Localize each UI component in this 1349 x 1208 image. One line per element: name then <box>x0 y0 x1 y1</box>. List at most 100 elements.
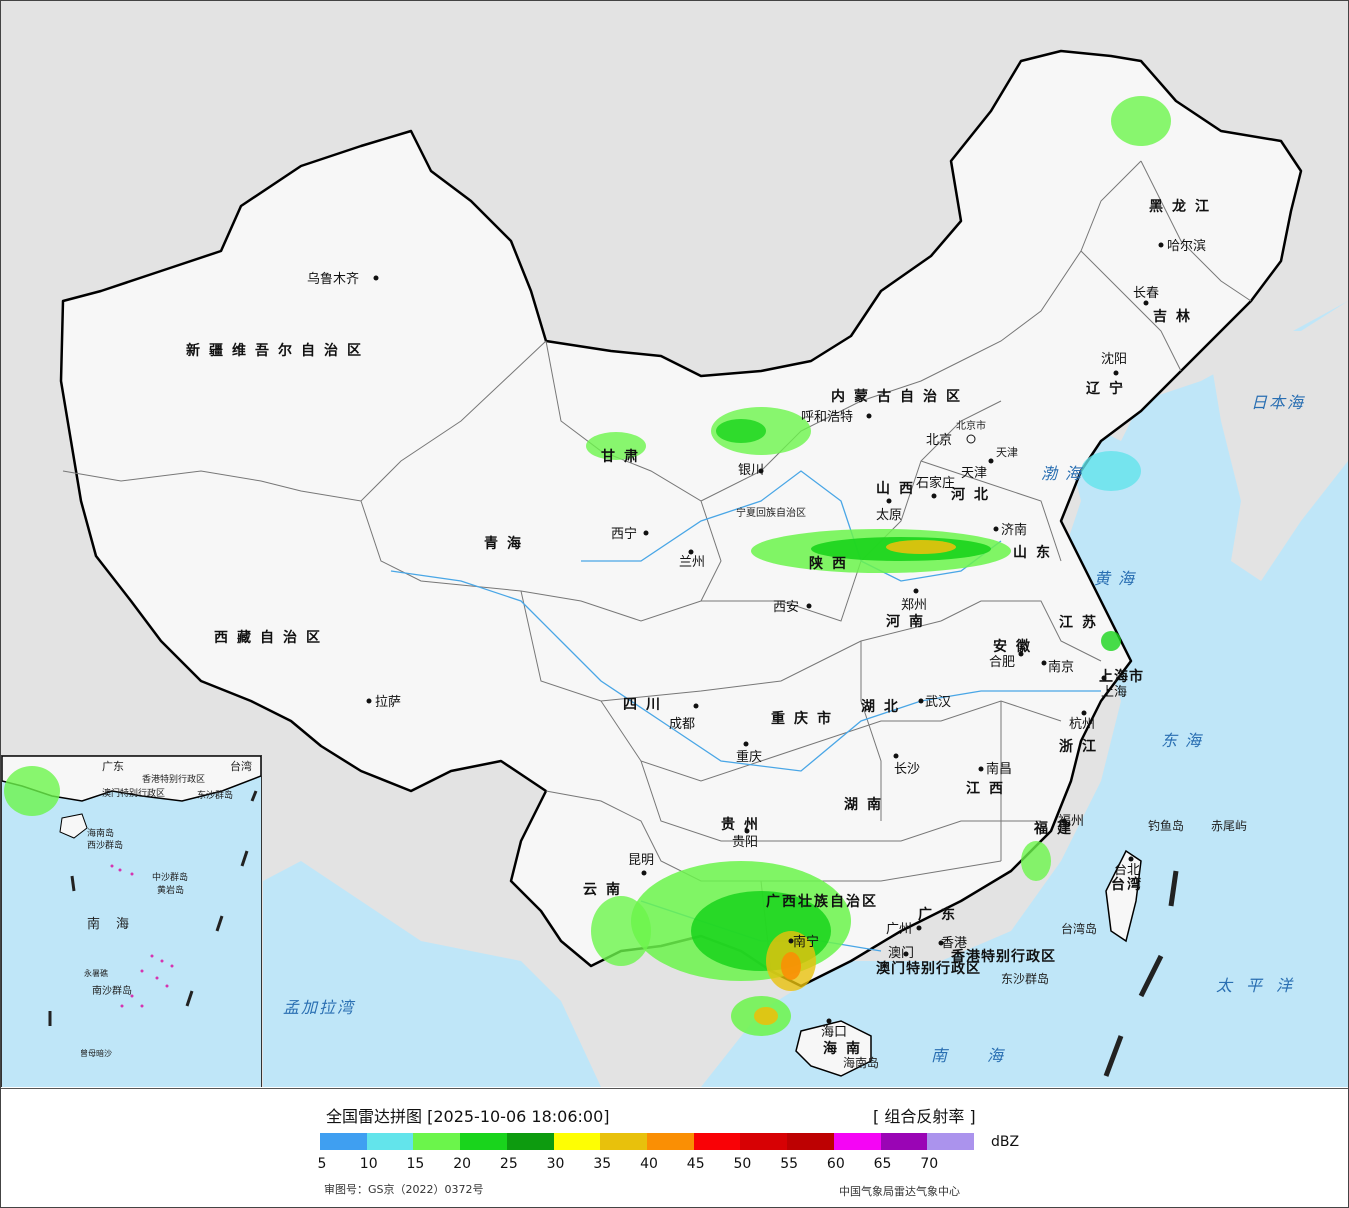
sea-bengal: 孟加拉湾 <box>283 998 356 1017</box>
label-gansu: 甘肃 <box>601 448 647 465</box>
city-kunming: 昆明 <box>628 853 654 868</box>
south-china-sea-inset: 广东 台湾 香港特别行政区 澳门特别行政区 东沙群岛 海南岛 西沙群岛 中沙群岛… <box>1 755 262 1087</box>
inset-label-xisha: 西沙群岛 <box>87 839 123 851</box>
city-nanning: 南宁 <box>793 934 819 950</box>
inset-boundary-dashes <box>48 790 258 1026</box>
label-neimenggu: 内蒙古自治区 <box>831 388 969 405</box>
label-yunnan: 云南 <box>583 881 629 898</box>
label-liaoning: 辽宁 <box>1086 380 1132 397</box>
legend-swatch <box>833 1133 881 1150</box>
legend-swatch <box>506 1133 554 1150</box>
legend-tick-label: 5 <box>317 1156 327 1172</box>
city-urumqi: 乌鲁木齐 <box>307 271 359 287</box>
radar-echoes <box>586 96 1171 1036</box>
legend-swatch <box>413 1133 461 1150</box>
city-lanzhou: 兰州 <box>679 555 705 570</box>
label-guizhou: 贵州 <box>721 816 767 833</box>
city-harbin: 哈尔滨 <box>1167 238 1206 254</box>
legend-swatch <box>740 1133 788 1150</box>
city-wuhan: 武汉 <box>925 695 951 710</box>
legend-tick-label: 25 <box>499 1156 518 1172</box>
bay-of-bengal <box>263 861 601 1087</box>
city-hangzhou: 杭州 <box>1069 717 1095 732</box>
label-sichuan: 四川 <box>623 697 669 713</box>
inset-label-taiwan: 台湾 <box>230 759 252 773</box>
label-xizang: 西藏自治区 <box>214 629 329 646</box>
legend-panel: 全国雷达拼图 [2025-10-06 18:06:00] [ 组合反射率 ] d… <box>1 1088 1348 1207</box>
sea-region <box>701 301 1348 1087</box>
legend-swatch <box>693 1133 741 1150</box>
legend-swatch <box>460 1133 507 1150</box>
legend-tick-label: 15 <box>406 1156 425 1172</box>
label-taiwan: 台湾 <box>1111 876 1143 893</box>
legend-tick-label: 30 <box>546 1156 565 1172</box>
legend-swatch <box>927 1133 975 1150</box>
legend-swatch <box>553 1133 601 1150</box>
label-shandong: 山东 <box>1013 544 1059 561</box>
city-shenyang: 沈阳 <box>1101 352 1127 367</box>
city-xining: 西宁 <box>611 526 637 542</box>
legend-tick-label: 45 <box>686 1156 705 1172</box>
label-henan: 河南 <box>886 613 932 630</box>
legend-tick-label: 70 <box>920 1156 939 1172</box>
city-nanjing: 南京 <box>1048 659 1074 675</box>
label-hongkong-sar: 香港特别行政区 <box>950 948 1056 965</box>
city-hohhot: 呼和浩特 <box>801 410 853 425</box>
inset-label-macau: 澳门特别行政区 <box>102 787 165 799</box>
city-changsha: 长沙 <box>894 762 920 777</box>
island-diaoyu: 钓鱼岛 <box>1148 818 1184 833</box>
data-source: 中国气象局雷达气象中心 <box>839 1185 960 1198</box>
legend-swatch <box>647 1133 694 1150</box>
label-qinghai: 青海 <box>484 535 530 552</box>
city-guangzhou: 广州 <box>886 922 912 937</box>
label-xinjiang: 新疆维吾尔自治区 <box>186 342 370 359</box>
city-taipei: 台北 <box>1114 863 1140 878</box>
city-macau: 澳门 <box>888 945 914 961</box>
legend-tick-label: 40 <box>640 1156 658 1172</box>
label-fujian: 福建 <box>1033 820 1080 837</box>
approval-number: 审图号：GS京（2022）0372号 <box>324 1183 484 1196</box>
sea-huanghai: 黄海 <box>1094 569 1142 588</box>
island-chiwei: 赤尾屿 <box>1211 819 1247 833</box>
legend-tick-label: 50 <box>733 1156 752 1172</box>
legend-tick-label: 55 <box>780 1156 799 1172</box>
city-xian: 西安 <box>773 600 799 615</box>
city-guiyang: 贵阳 <box>732 835 758 850</box>
city-fuzhou: 福州 <box>1058 814 1084 829</box>
island-hainan: 海南岛 <box>843 1055 879 1070</box>
legend-swatch <box>320 1133 367 1150</box>
inset-label-huangyan: 黄岩岛 <box>157 884 184 896</box>
sea-bohai: 渤海 <box>1041 464 1089 483</box>
legend-swatch <box>366 1133 414 1150</box>
inset-label-yongshu: 永暑礁 <box>84 968 108 978</box>
city-hongkong: 香港 <box>941 936 967 951</box>
label-hebei: 河北 <box>951 486 997 503</box>
map-area: 新疆维吾尔自治区 西藏自治区 青海 甘肃 内蒙古自治区 黑龙江 吉林 辽宁 河北… <box>1 1 1348 1087</box>
city-markers <box>366 242 1164 1024</box>
legend-title: 全国雷达拼图 [2025-10-06 18:06:00] <box>326 1107 610 1126</box>
label-shaanxi: 陕西 <box>809 555 855 572</box>
city-zhengzhou: 郑州 <box>901 598 927 613</box>
city-hefei: 合肥 <box>989 655 1015 670</box>
taiwan-land <box>1105 849 1142 943</box>
legend-unit: dBZ <box>991 1134 1020 1150</box>
inset-label-zhongsha: 中沙群岛 <box>152 871 188 883</box>
city-haikou: 海口 <box>821 1025 847 1040</box>
inset-map: 广东 台湾 香港特别行政区 澳门特别行政区 东沙群岛 海南岛 西沙群岛 中沙群岛… <box>2 756 261 1058</box>
inset-label-nansha: 南沙群岛 <box>92 984 132 997</box>
city-beijing: 北京 <box>926 433 952 448</box>
sea-nanhai: 南海 <box>931 1046 1043 1065</box>
label-tianjin-municipality: 天津 <box>996 446 1018 459</box>
city-yinchuan: 银川 <box>738 463 764 478</box>
label-hubei: 湖北 <box>861 699 907 715</box>
inset-label-zengmu: 曾母暗沙 <box>80 1048 112 1058</box>
inset-hainan <box>59 813 88 839</box>
label-hainan: 海南 <box>823 1040 869 1057</box>
sea-pacific: 太平洋 <box>1216 976 1306 995</box>
label-jilin: 吉林 <box>1153 308 1199 325</box>
legend-tick-label: 60 <box>826 1156 845 1172</box>
legend-product: [ 组合反射率 ] <box>873 1107 976 1126</box>
legend-swatch <box>600 1133 648 1150</box>
inset-label-nanhai: 南海 <box>87 916 145 932</box>
china-map: 新疆维吾尔自治区 西藏自治区 青海 甘肃 内蒙古自治区 黑龙江 吉林 辽宁 河北… <box>59 49 1348 1087</box>
